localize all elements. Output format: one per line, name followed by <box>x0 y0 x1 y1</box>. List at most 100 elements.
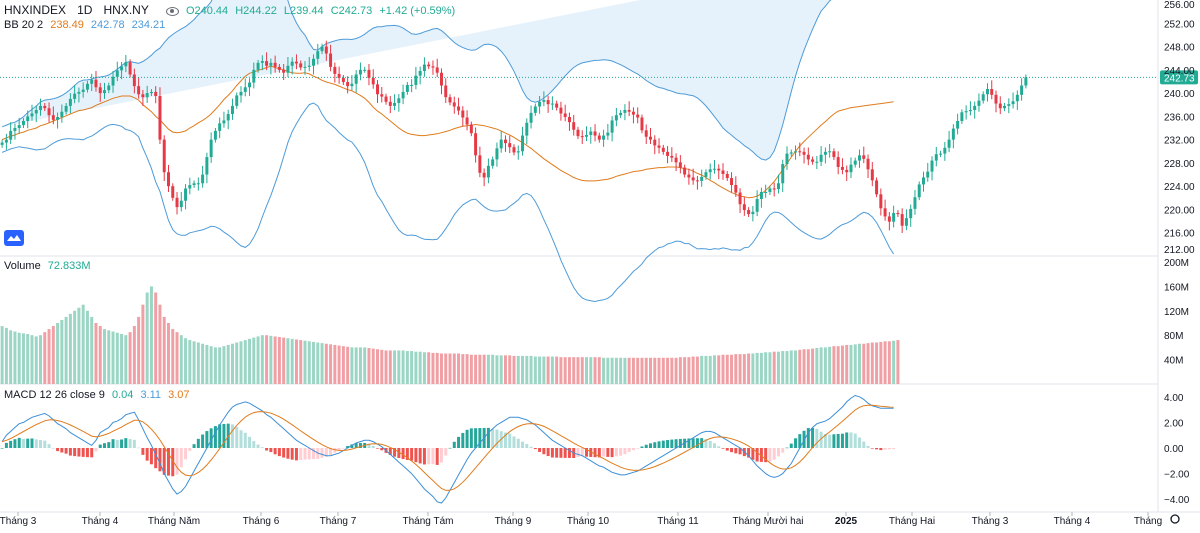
candle-body <box>627 109 631 112</box>
eye-icon[interactable] <box>165 6 179 16</box>
macd-histogram-bar <box>132 439 136 448</box>
volume-bar <box>418 351 422 384</box>
macd-histogram-bar <box>128 439 132 448</box>
candle-body <box>687 174 691 178</box>
candle-body <box>312 58 316 66</box>
candle-body <box>700 176 704 181</box>
candle-body <box>294 61 298 64</box>
volume-bar <box>776 351 780 384</box>
candle-body <box>337 73 341 78</box>
macd-histogram-bar <box>397 448 401 459</box>
macd-histogram-bar <box>794 438 798 448</box>
volume-bar <box>495 355 499 384</box>
candle-body <box>593 131 597 136</box>
volume-bar <box>580 357 584 384</box>
volume-bar <box>324 343 328 384</box>
volume-bar <box>94 323 98 384</box>
tradingview-logo-icon[interactable] <box>4 230 24 246</box>
candle-body <box>512 147 516 153</box>
candle-body <box>666 151 670 156</box>
bb-legend[interactable]: BB 20 2 238.49 242.78 234.21 <box>4 18 169 32</box>
candle-body <box>555 103 559 108</box>
macd-histogram-bar <box>678 438 682 448</box>
candle-body <box>781 164 785 184</box>
interval-label[interactable]: 1D <box>77 3 93 17</box>
macd-histogram-bar <box>670 439 674 448</box>
volume-bar <box>115 332 119 384</box>
macd-histogram-bar <box>51 447 55 449</box>
volume-legend[interactable]: Volume 72.833M <box>4 259 95 273</box>
volume-bar <box>4 327 8 384</box>
macd-histogram-bar <box>205 431 209 448</box>
symbol-name[interactable]: HNXINDEX <box>4 3 67 17</box>
candle-body <box>768 188 772 192</box>
macd-histogram-bar <box>661 440 665 448</box>
candle-body <box>128 62 132 75</box>
volume-bar <box>39 335 43 384</box>
price-tick-label: 248.00 <box>1164 43 1195 54</box>
volume-bar <box>17 332 21 384</box>
macd-histogram-bar <box>840 433 844 448</box>
time-axis-label: 2025 <box>835 516 858 527</box>
candle-body <box>103 90 106 94</box>
candle-body <box>900 214 904 226</box>
macd-histogram-bar <box>542 448 546 455</box>
volume-bar <box>329 344 333 384</box>
macd-histogram-bar <box>448 447 452 449</box>
volume-bar <box>572 357 576 384</box>
candle-body <box>913 197 917 209</box>
price-tick-label: 212.00 <box>1164 245 1195 256</box>
volume-bar <box>653 357 657 384</box>
volume-bar <box>260 335 264 384</box>
candle-body <box>358 69 362 75</box>
price-tick-label: 252.00 <box>1164 19 1195 30</box>
macd-histogram-bar <box>491 428 495 448</box>
volume-bar <box>145 292 149 384</box>
candle-body <box>678 162 682 168</box>
volume-bar <box>700 355 704 384</box>
candle-body <box>849 164 853 173</box>
macd-histogram-bar <box>614 448 618 457</box>
candle-body <box>572 122 576 130</box>
volume-bar <box>235 342 239 384</box>
volume-bar <box>397 350 401 384</box>
settings-icon[interactable] <box>1170 514 1180 524</box>
macd-histogram-bar <box>158 448 162 472</box>
volume-tick-label: 160M <box>1164 282 1189 293</box>
volume-bar <box>337 345 341 384</box>
macd-histogram-bar <box>188 448 192 451</box>
macd-histogram-bar <box>299 448 303 460</box>
candle-body <box>405 84 409 92</box>
macd-histogram-bar <box>201 434 205 448</box>
candle-body <box>597 135 601 140</box>
low-value: L239.44 <box>283 5 324 17</box>
candle-body <box>892 212 896 222</box>
volume-bar <box>401 350 405 384</box>
macd-legend[interactable]: MACD 12 26 close 9 0.04 3.11 3.07 <box>4 388 194 402</box>
candle-body <box>132 74 136 87</box>
macd-histogram-bar <box>56 448 60 452</box>
candle-body <box>653 139 657 146</box>
symbol-legend: HNXINDEX 1D HNX.NY O240.44 H244.22 L239.… <box>4 3 459 18</box>
candle-body <box>840 166 844 170</box>
volume-bar <box>499 355 503 384</box>
volume-bar <box>166 323 170 384</box>
volume-bar <box>811 348 815 384</box>
candle-body <box>277 66 281 70</box>
volume-bar <box>887 341 891 384</box>
volume-bar <box>567 357 571 384</box>
macd-histogram-bar <box>175 448 179 475</box>
volume-bar <box>619 357 623 384</box>
macd-histogram-bar <box>828 434 832 448</box>
candle-body <box>265 61 269 66</box>
candle-body <box>162 139 166 173</box>
candle-body <box>1011 101 1015 105</box>
time-axis-label: Tháng 4 <box>1054 516 1091 527</box>
macd-histogram-bar <box>653 442 657 448</box>
macd-histogram-bar <box>444 448 448 456</box>
candle-body <box>175 197 179 208</box>
candle-body <box>845 169 849 173</box>
time-axis-label: Tháng <box>1134 516 1162 527</box>
